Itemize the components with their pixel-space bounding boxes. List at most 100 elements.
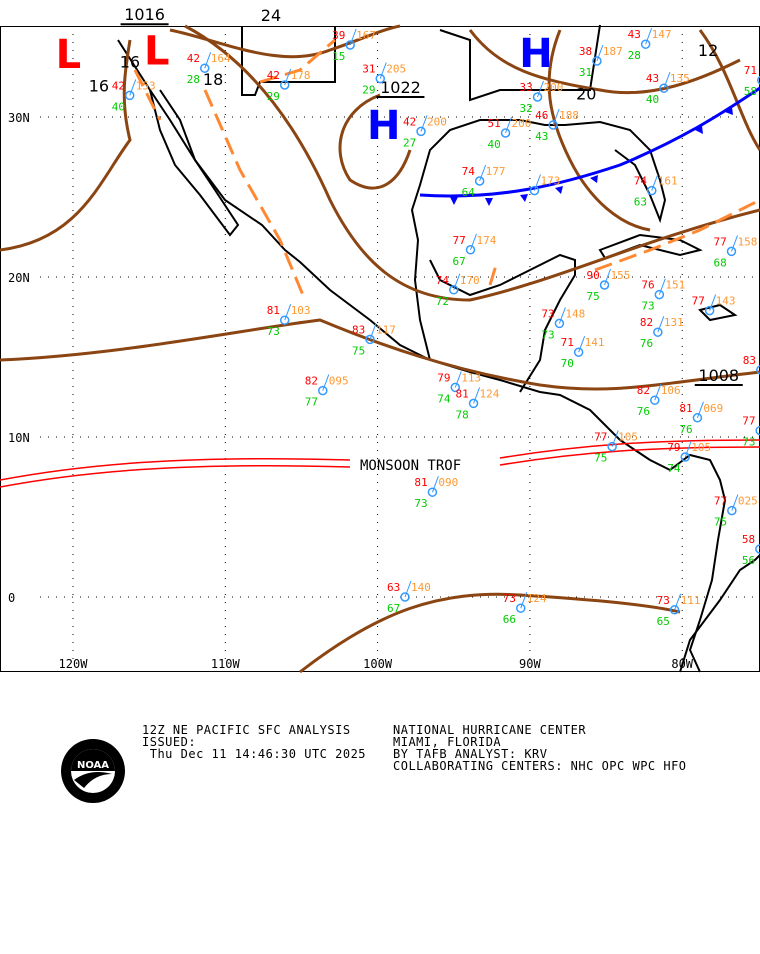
station-temperature: 77 xyxy=(742,415,755,428)
station-temperature: 77 xyxy=(714,495,727,508)
wind-barb-icon xyxy=(657,316,665,333)
station-circle-icon xyxy=(449,285,459,295)
station-pressure: 135 xyxy=(670,72,690,85)
station-dewpoint: 65 xyxy=(657,615,670,628)
station-circle-icon xyxy=(592,56,602,66)
station-plot: 77 174 67 xyxy=(453,233,497,268)
station-dewpoint: 75 xyxy=(714,516,727,529)
station-temperature: 43 xyxy=(628,28,641,41)
station-dewpoint: 29 xyxy=(267,90,280,103)
high-pressure-center: H xyxy=(519,31,552,77)
station-plot: 82 131 76 xyxy=(640,316,684,350)
station-plot: 79 105 74 xyxy=(667,440,711,475)
station-temperature: 42 xyxy=(112,79,125,92)
station-plot: 33 200 32 xyxy=(520,80,563,115)
wind-barb-icon xyxy=(558,307,566,324)
station-dewpoint: 56 xyxy=(742,554,755,567)
station-plot: 31 205 29 xyxy=(362,62,406,97)
station-temperature: 38 xyxy=(579,45,592,58)
wind-barb-icon xyxy=(731,494,739,511)
station-plot: 82 106 76 xyxy=(637,384,681,418)
station-pressure: 141 xyxy=(585,336,605,349)
station-plot: 173 xyxy=(529,174,560,196)
troughs xyxy=(133,38,760,301)
wind-barb-icon xyxy=(479,164,487,182)
station-pressure: 111 xyxy=(681,594,701,607)
station-circle-icon xyxy=(548,120,558,130)
station-plot: 77 73 xyxy=(742,415,760,449)
wind-barb-icon xyxy=(369,323,377,340)
station-temperature: 83 xyxy=(743,354,756,367)
station-circle-icon xyxy=(318,385,328,396)
station-dewpoint: 63 xyxy=(634,196,647,209)
station-pressure: 188 xyxy=(559,109,579,122)
isobar-label-group: 1008 xyxy=(694,366,743,386)
low-pressure-icon: L xyxy=(56,32,82,78)
station-temperature: 82 xyxy=(640,316,653,329)
station-dewpoint: 75 xyxy=(587,290,600,303)
station-pressure: 167 xyxy=(356,29,376,42)
station-pressure: 069 xyxy=(703,402,723,415)
station-plot: 90 155 75 xyxy=(587,268,630,303)
station-circle-icon xyxy=(450,382,461,393)
station-circle-icon xyxy=(516,603,526,613)
isobars xyxy=(0,24,760,674)
station-dewpoint: 31 xyxy=(579,66,592,79)
high-pressure-center: H xyxy=(367,103,400,149)
station-circle-icon xyxy=(375,73,386,84)
station-plot: 81 103 73 xyxy=(267,304,311,338)
station-temperature: 82 xyxy=(637,384,650,397)
station-pressure: 158 xyxy=(737,235,757,248)
station-temperature: 31 xyxy=(362,63,375,76)
station-pressure: 148 xyxy=(565,307,585,320)
station-plot: 79 113 74 xyxy=(437,371,481,405)
station-temperature: 73 xyxy=(541,307,554,320)
wind-barb-icon xyxy=(534,174,541,191)
station-temperature: 83 xyxy=(352,323,365,336)
isobar-label: 16 xyxy=(89,76,109,95)
station-circle-icon xyxy=(653,327,663,337)
station-plot: 58 56 xyxy=(742,533,760,567)
wind-barb-icon xyxy=(645,28,653,45)
station-temperature: 43 xyxy=(646,72,659,85)
station-temperature: 71 xyxy=(561,336,574,349)
station-temperature: 77 xyxy=(692,295,705,308)
wind-barb-icon xyxy=(453,273,461,290)
station-circle-icon xyxy=(659,83,669,93)
station-plot: 51 200 40 xyxy=(488,116,531,151)
station-dewpoint: 28 xyxy=(187,73,200,86)
station-temperature: 74 xyxy=(462,165,476,178)
station-plot: 43 135 40 xyxy=(646,72,690,106)
station-pressure: 103 xyxy=(291,304,311,317)
longitude-label: 110W xyxy=(211,657,241,671)
station-circle-icon xyxy=(654,289,665,300)
isobar-label-group: 18 xyxy=(203,70,223,89)
station-dewpoint: 58 xyxy=(744,85,757,98)
station-plot: 82 095 77 xyxy=(305,374,349,409)
station-circle-icon xyxy=(646,185,657,196)
station-plot: 39 167 15 xyxy=(332,28,376,63)
station-dewpoint: 70 xyxy=(561,357,574,370)
grid-labels: 30N 20N 10N 0 120W 110W 100W 90W 80W xyxy=(8,111,694,671)
station-plot: 71 58 xyxy=(744,64,760,98)
low-pressure-icon: L xyxy=(144,29,170,75)
isobar-label-group: 1022 xyxy=(376,78,425,98)
wind-barb-icon xyxy=(654,384,662,401)
station-dewpoint: 66 xyxy=(503,613,516,626)
station-pressure: 124 xyxy=(527,592,547,605)
wind-barb-icon xyxy=(596,44,604,62)
collaborating-centers: COLLABORATING CENTERS: NHC OPC WPC HFO xyxy=(393,759,687,773)
station-temperature: 73 xyxy=(503,592,516,605)
wind-barb-icon xyxy=(420,115,428,132)
analyst: BY TAFB ANALYST: KRV xyxy=(393,747,548,761)
wind-barb-icon xyxy=(537,80,544,98)
noaa-logo: NOAA xyxy=(60,738,126,808)
station-pressure: 025 xyxy=(738,495,758,508)
station-pressure: 090 xyxy=(438,476,458,489)
station-dewpoint: 76 xyxy=(679,423,692,436)
wind-barb-icon xyxy=(322,374,330,391)
station-plot: 77 105 75 xyxy=(594,430,638,465)
wind-barb-icon xyxy=(379,62,387,79)
station-pressure: 153 xyxy=(136,79,156,92)
svg-text:NOAA: NOAA xyxy=(77,760,109,771)
